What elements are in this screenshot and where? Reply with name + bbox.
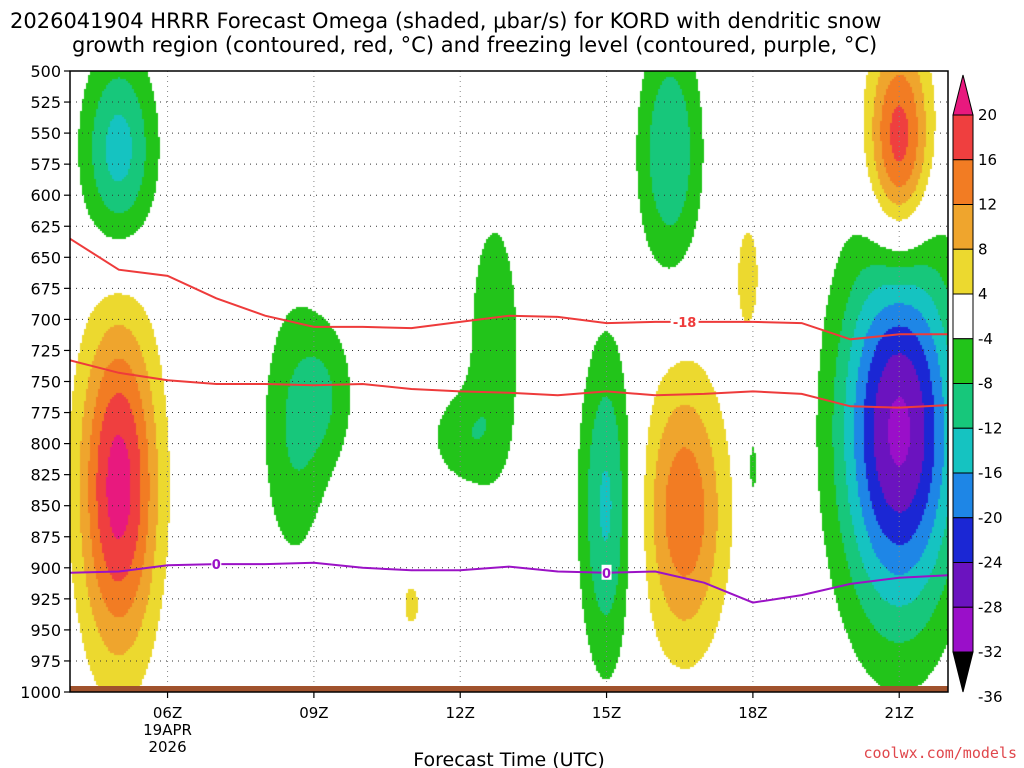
colorbar-band-7 xyxy=(952,383,974,429)
colorbar-bottom-arrow xyxy=(952,651,974,693)
colorbar-label-0: 20 xyxy=(978,106,997,124)
colorbar-band-2 xyxy=(952,159,974,205)
y-tick-label-825: 825 xyxy=(30,466,61,485)
y-tick-label-875: 875 xyxy=(30,528,61,547)
x-axis-label: Forecast Time (UTC) xyxy=(413,749,604,768)
dgz-contour-label: -18 xyxy=(673,316,697,331)
credit-text[interactable]: coolwx.com/models xyxy=(863,744,1017,762)
colorbar-label-9: -20 xyxy=(978,509,1003,527)
axes: 500 525 550 575 600 625 650 675 700 725 750 775 800 8… xyxy=(20,62,949,756)
colorbar: 20 16 12 8 4 -4 -8 -12 -16 -20 -24 -28 -32 -36 xyxy=(952,74,1003,706)
y-tick-label-525: 525 xyxy=(30,93,61,112)
colorbar-label-11: -28 xyxy=(978,598,1003,616)
colorbar-label-2: 12 xyxy=(978,196,997,214)
y-tick-label-600: 600 xyxy=(30,186,61,205)
x-tick-label-06Z: 06Z xyxy=(153,704,182,722)
dgz-contour-1 xyxy=(70,237,948,341)
colorbar-band-1 xyxy=(952,114,974,161)
colorbar-band-3 xyxy=(952,204,974,250)
chart-title-line-2: growth region (contoured, red, °C) and f… xyxy=(72,33,877,57)
colorbar-band-8 xyxy=(952,427,974,474)
freezing-contour-label-1: 0 xyxy=(212,558,221,573)
colorbar-label-8: -16 xyxy=(978,464,1003,482)
x-tick-label-09Z: 09Z xyxy=(299,704,328,722)
ground-strip xyxy=(70,686,948,692)
y-tick-label-975: 975 xyxy=(30,652,61,671)
chart-title-line-1: 2026041904 HRRR Forecast Omega (shaded, … xyxy=(10,9,881,33)
colorbar-band-11 xyxy=(952,562,974,608)
plot-area: -18 0 0 xyxy=(70,70,948,693)
x-tick-label-15Z: 15Z xyxy=(592,704,621,722)
y-tick-label-900: 900 xyxy=(30,559,61,578)
colorbar-band-4 xyxy=(952,248,974,295)
colorbar-label-6: -8 xyxy=(978,375,993,393)
colorbar-label-12: -32 xyxy=(978,643,1003,661)
y-tick-label-650: 650 xyxy=(30,248,61,267)
y-tick-label-750: 750 xyxy=(30,373,61,392)
y-tick-label-850: 850 xyxy=(30,497,61,516)
colorbar-band-10 xyxy=(952,517,974,563)
y-tick-label-625: 625 xyxy=(30,217,61,236)
dgz-contour-2 xyxy=(70,359,948,409)
colorbar-label-3: 8 xyxy=(978,240,988,258)
freezing-label-bg xyxy=(211,556,222,572)
y-tick-label-950: 950 xyxy=(30,621,61,640)
y-tick-label-500: 500 xyxy=(30,62,61,81)
colorbar-band-6 xyxy=(952,338,974,384)
x-tick-year: 2026 xyxy=(148,738,186,756)
colorbar-top-arrow xyxy=(952,74,974,116)
colorbar-label-5: -4 xyxy=(978,330,993,348)
y-tick-label-700: 700 xyxy=(30,310,61,329)
x-tick-date: 19APR xyxy=(143,721,192,739)
y-tick-label-775: 775 xyxy=(30,404,61,423)
y-tick-label-800: 800 xyxy=(30,435,61,454)
y-tick-label-575: 575 xyxy=(30,155,61,174)
colorbar-label-10: -24 xyxy=(978,554,1003,572)
y-tick-label-925: 925 xyxy=(30,590,61,609)
colorbar-label-1: 16 xyxy=(978,151,997,169)
y-tick-label-1000: 1000 xyxy=(20,683,61,702)
y-tick-label-725: 725 xyxy=(30,341,61,360)
colorbar-band-9 xyxy=(952,472,974,519)
x-tick-label-18Z: 18Z xyxy=(738,704,767,722)
y-tick-label-675: 675 xyxy=(30,279,61,298)
colorbar-label-13: -36 xyxy=(978,688,1003,706)
y-tick-label-550: 550 xyxy=(30,124,61,143)
x-tick-label-12Z: 12Z xyxy=(446,704,475,722)
colorbar-band-12 xyxy=(952,606,974,653)
colorbar-band-5 xyxy=(952,293,974,340)
colorbar-label-4: 4 xyxy=(978,285,988,303)
freezing-label-bg xyxy=(601,564,612,580)
freezing-contour-label-2: 0 xyxy=(602,567,611,582)
contours: -18 0 0 xyxy=(70,237,948,604)
dgz-label-bg xyxy=(670,313,699,330)
x-tick-label-21Z: 21Z xyxy=(885,704,914,722)
colorbar-label-7: -12 xyxy=(978,419,1003,437)
